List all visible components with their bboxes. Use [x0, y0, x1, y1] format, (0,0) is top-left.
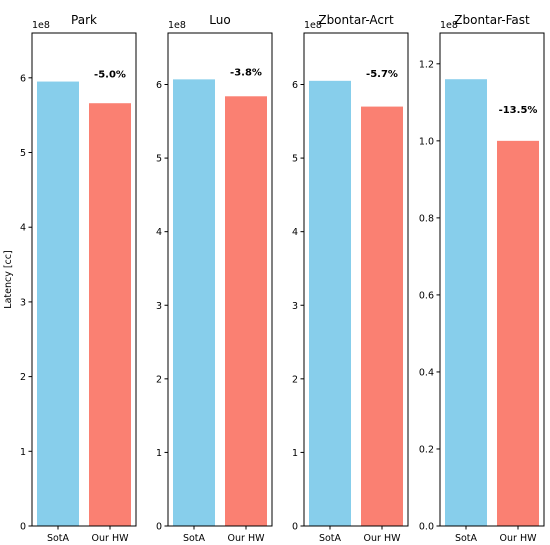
x-tick-label: Our HW: [500, 533, 538, 544]
y-tick-label: 5: [156, 154, 162, 165]
y-tick-label: 1.2: [419, 59, 434, 70]
axes-frame: [31, 32, 137, 527]
bar-sota: [173, 79, 215, 526]
y-tick-label: 6: [20, 73, 26, 84]
y-tick-label: 0: [292, 522, 298, 533]
reduction-annotation: -3.8%: [230, 67, 262, 78]
reduction-annotation: -5.7%: [366, 69, 398, 80]
y-tick-label: 4: [292, 227, 298, 238]
x-tick-label: SotA: [183, 533, 206, 544]
x-tick-label: SotA: [455, 533, 478, 544]
x-tick-label: Our HW: [228, 533, 266, 544]
panel-title: Zbontar-Fast: [454, 13, 530, 27]
y-tick-label: 3: [20, 297, 26, 308]
bar-our-hw: [89, 103, 131, 526]
y-tick-label: 2: [20, 372, 26, 383]
axis-offset-label: 1e8: [32, 20, 50, 31]
y-tick-label: 0.0: [419, 522, 434, 533]
axis-offset-label: 1e8: [440, 20, 458, 31]
x-tick-label: Our HW: [92, 533, 130, 544]
reduction-annotation: -5.0%: [94, 70, 126, 81]
axis-offset-label: 1e8: [304, 20, 322, 31]
axes-frame: [303, 32, 409, 527]
y-tick-label: 0: [20, 522, 26, 533]
panel-title: Park: [71, 13, 97, 27]
axes-frame: [439, 32, 545, 527]
y-tick-label: 1: [292, 448, 298, 459]
y-tick-label: 5: [292, 154, 298, 165]
y-tick-label: 0.4: [419, 367, 434, 378]
y-tick-label: 6: [292, 80, 298, 91]
y-tick-label: 1.0: [419, 136, 434, 147]
bar-our-hw: [497, 140, 539, 526]
axes-frame: [167, 32, 273, 527]
y-tick-label: 3: [156, 301, 162, 312]
y-tick-label: 0.8: [419, 213, 434, 224]
panel-title: Luo: [209, 13, 230, 27]
reduction-annotation: -13.5%: [499, 105, 538, 116]
x-tick-label: Our HW: [364, 533, 402, 544]
y-tick-label: 1: [20, 447, 26, 458]
y-tick-label: 4: [156, 227, 162, 238]
axis-offset-label: 1e8: [168, 20, 186, 31]
y-tick-label: 2: [292, 374, 298, 385]
x-tick-label: SotA: [319, 533, 342, 544]
y-tick-label: 5: [20, 148, 26, 159]
y-axis-label: Latency [cc]: [3, 250, 14, 308]
bar-sota: [309, 80, 351, 526]
y-tick-label: 4: [20, 223, 26, 234]
x-tick-label: SotA: [47, 533, 70, 544]
y-tick-label: 6: [156, 80, 162, 91]
y-tick-label: 3: [292, 301, 298, 312]
panel-title: Zbontar-Acrt: [318, 13, 394, 27]
y-tick-label: 1: [156, 448, 162, 459]
y-tick-label: 0: [156, 522, 162, 533]
bar-sota: [37, 81, 79, 526]
bar-sota: [445, 79, 487, 526]
bar-our-hw: [225, 96, 267, 527]
bar-our-hw: [361, 106, 403, 526]
y-tick-label: 0.6: [419, 290, 434, 301]
y-tick-label: 0.2: [419, 444, 434, 455]
y-tick-label: 2: [156, 374, 162, 385]
